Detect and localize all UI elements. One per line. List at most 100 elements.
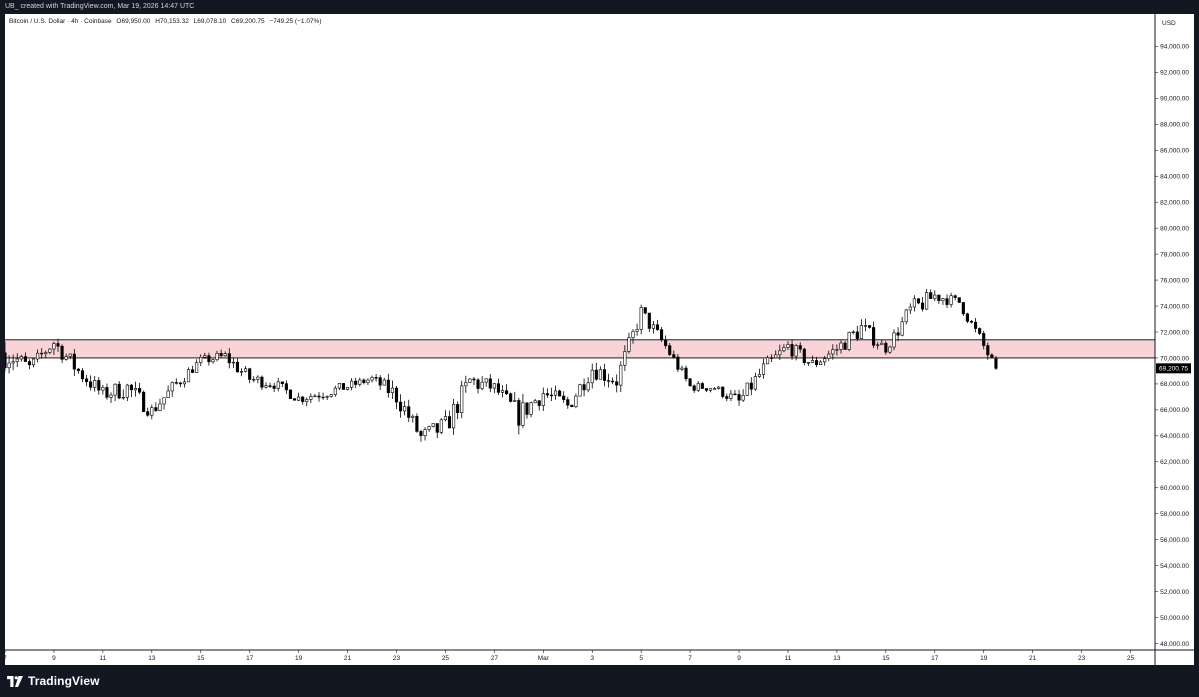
candle [288,389,293,399]
price-axis-label: 52,000.00 [1160,589,1189,596]
candle [492,383,496,394]
price-axis-label: 60,000.00 [1160,485,1189,492]
candle [297,392,301,402]
time-axis-label: 13 [148,655,156,662]
candle [872,321,876,349]
candle-body-up [113,383,117,396]
candle [823,356,827,366]
candle-body-up [158,403,162,411]
candle-body-down [142,391,146,412]
candle-body-up [199,356,203,363]
candle [851,330,855,335]
candle [345,387,350,391]
candle [382,377,386,386]
candle-body-up [753,376,757,390]
candle-body-down [704,388,708,391]
candle-body-down [974,321,978,329]
candle-body-down [700,383,704,389]
candle-body-up [904,309,908,323]
candle [142,390,146,413]
candle-body-up [325,396,329,398]
candle-body-down [594,369,598,380]
candle [374,373,378,382]
candle-body-down [558,390,562,397]
candle-body-up [264,385,268,388]
candle [427,425,431,432]
candle [664,335,668,349]
candle [745,382,749,397]
candle-body-up [125,384,129,398]
candle [733,390,737,396]
candle [341,383,346,390]
candle [162,397,166,410]
candle [766,355,770,365]
candle-body-down [288,389,293,399]
candle-body-down [672,354,676,358]
candle [835,344,839,356]
candle-body-down [994,358,998,369]
candle-body-up [297,396,301,401]
candle [191,365,195,374]
price-axis-label: 58,000.00 [1160,511,1189,518]
candle [158,398,162,412]
candle-body-down [419,431,423,436]
price-axis-label: 78,000.00 [1160,251,1189,258]
candle-body-up [244,368,248,372]
candle [97,377,101,395]
candle [978,327,982,336]
time-axis-label: 27 [491,655,499,662]
candle [688,378,692,387]
candle-body-up [590,369,594,384]
candle [415,413,419,433]
candle [982,330,986,350]
candle [847,331,851,352]
candle [219,349,223,358]
candle-body-down [549,394,554,397]
candle-body-up [635,329,639,332]
symbol-legend: Bitcoin / U.S. Dollar · 4h · Coinbase O6… [9,18,325,25]
candle [757,368,761,378]
candle [941,297,945,305]
candle-body-up [863,325,868,327]
candle-body-up [925,292,929,310]
candle-body-up [835,349,839,351]
candle-body-up [211,359,215,363]
price-axis-label: 50,000.00 [1160,615,1189,622]
candle [545,388,549,398]
candlestick-chart[interactable]: USD 94,000.00 92,000.00 90,000.00 88,000.00… [5,14,1194,665]
candle [5,341,7,372]
candle [533,398,537,404]
candle [431,423,435,428]
candle-body-up [529,402,533,415]
candle [541,387,545,411]
time-axis-label: 13 [833,655,841,662]
candle-body-up [313,395,317,398]
candle-body-down [611,380,615,383]
candle [920,296,925,312]
candle [313,393,317,398]
candle-body-up [876,344,880,346]
candle-body-up [941,298,945,301]
candle-body-up [492,383,496,389]
candle [655,319,660,331]
tradingview-logo[interactable]: TradingView [7,674,100,688]
candle-body-up [358,379,362,385]
candle-body-down [969,320,974,323]
candle-body-down [89,381,93,388]
price-axis-label: 90,000.00 [1160,96,1189,103]
candle [321,392,325,400]
candle-body-up [586,382,590,391]
candle-body-up [786,344,790,348]
candle [570,404,574,408]
candle [867,325,872,329]
candle-body-down [27,361,32,366]
candle-body-up [203,355,207,358]
candle [264,382,268,389]
candle [276,377,280,392]
price-axis-label: 72,000.00 [1160,329,1189,336]
candle-body-down [178,382,182,385]
candle-body-down [292,398,297,401]
candle-body-up [810,360,815,363]
candle-body-up [31,358,36,366]
price-axis-label: 70,000.00 [1160,355,1189,362]
